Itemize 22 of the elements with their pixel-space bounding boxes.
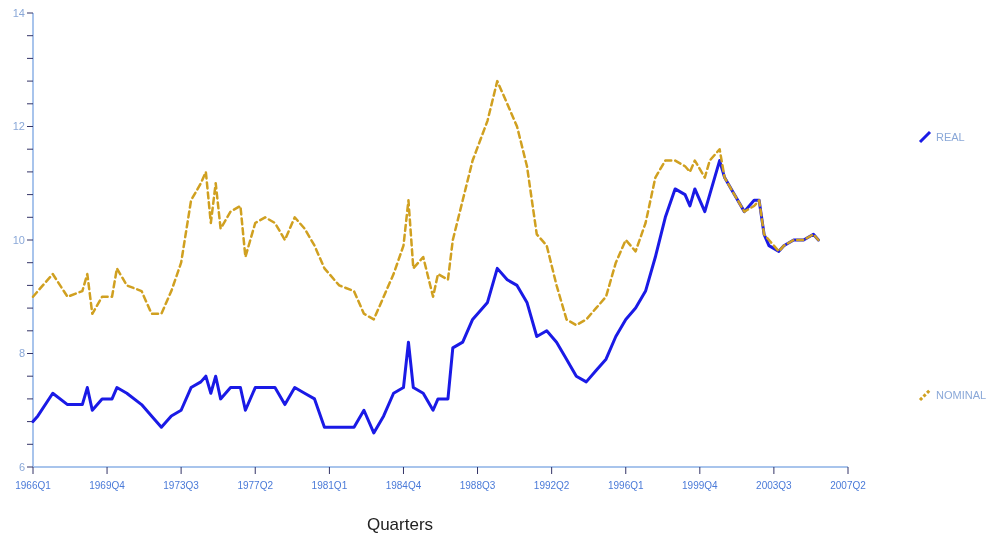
- y-tick-label: 6: [18, 460, 25, 473]
- x-tick-label: 1992Q2: [533, 480, 570, 491]
- x-tick-label: 1996Q1: [607, 480, 644, 491]
- x-tick-label: 1999Q4: [682, 480, 719, 491]
- y-tick-label: 14: [12, 6, 25, 19]
- x-tick-label: 1988Q3: [459, 480, 496, 491]
- line-series: [31, 159, 820, 435]
- x-axis-title: Quarters: [366, 515, 434, 534]
- x-tick-label: 2007Q2: [830, 480, 867, 491]
- y-tick-label: 10: [12, 233, 25, 246]
- x-tick-label: 1981Q1: [311, 480, 348, 491]
- x-tick-label: 1973Q3: [163, 480, 200, 491]
- legend-label: NOMINAL: [936, 388, 987, 401]
- x-tick-label: 1969Q4: [89, 480, 126, 491]
- y-tick-label: 8: [18, 347, 25, 360]
- legend-label: REAL: [936, 130, 965, 143]
- line-series: [31, 79, 820, 327]
- x-tick-label: 1977Q2: [237, 480, 274, 491]
- x-tick-label: 1966Q1: [15, 480, 52, 491]
- y-tick-label: 12: [12, 120, 25, 133]
- x-tick-label: 2003Q3: [756, 480, 793, 491]
- x-tick-label: 1984Q4: [385, 480, 422, 491]
